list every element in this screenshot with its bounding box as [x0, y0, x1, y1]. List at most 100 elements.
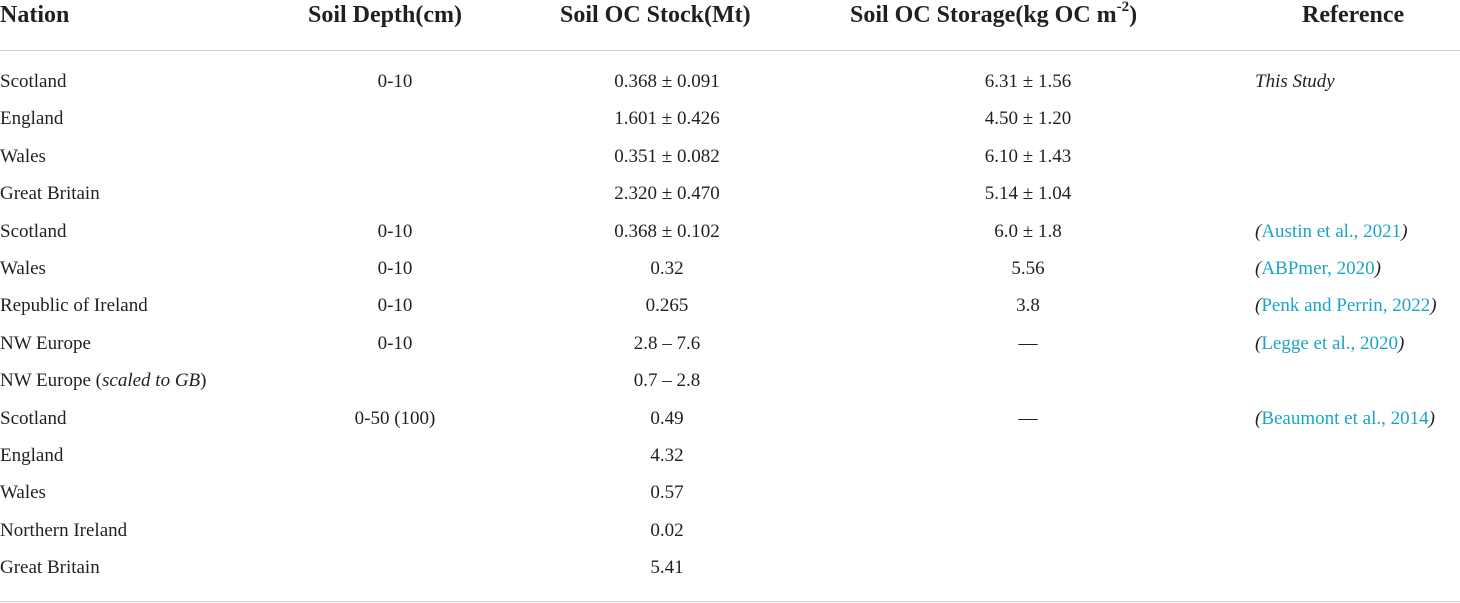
header-soil-depth: Soil Depth(cm) — [308, 2, 462, 28]
soil-depth-cell: 0-10 — [377, 220, 413, 242]
soil-oc-storage-cell: — — [1018, 332, 1038, 354]
soil-oc-storage-cell — [888, 437, 1168, 474]
reference-open-paren: ( — [1255, 220, 1262, 242]
table-row: Wales 0.57 — [0, 474, 1460, 511]
reference-open-paren: ( — [1255, 407, 1262, 429]
reference-citation-link[interactable]: Legge et al., 2020 — [1261, 332, 1398, 354]
reference-open-paren: ( — [1255, 332, 1262, 354]
soil-depth-cell: 0-50 (100) — [354, 407, 436, 429]
soil-oc-stock-cell: 0.49 — [650, 407, 684, 429]
soil-oc-stock-cell: 0.02 — [650, 519, 684, 541]
reference-close-paren: ) — [1430, 295, 1437, 317]
reference-text: This Study — [1255, 71, 1335, 92]
soil-depth-cell — [275, 437, 515, 474]
soil-oc-storage-cell: 5.14 ± 1.04 — [984, 183, 1072, 205]
soil-oc-stock-cell: 2.320 ± 0.470 — [614, 183, 720, 205]
header-storage-close: ) — [1129, 2, 1138, 28]
reference-close-paren: ) — [1428, 407, 1435, 429]
table-row: England 1.601 ± 0.426 4.50 ± 1.20 — [0, 100, 1460, 137]
reference-cell: (Austin et al., 2021) — [1255, 213, 1408, 250]
reference-open-paren: ( — [1255, 258, 1262, 279]
header-storage-text: Soil OC Storage(kg OC m — [850, 2, 1117, 28]
soil-oc-storage-cell — [888, 362, 1168, 399]
soil-oc-stock-cell: 0.351 ± 0.082 — [614, 145, 720, 167]
nation-cell: Scotland — [0, 407, 67, 429]
soil-depth-cell: 0-10 — [377, 332, 413, 354]
reference-open-paren: ( — [1255, 295, 1262, 317]
soil-depth-cell — [275, 512, 515, 549]
soil-oc-storage-cell: 6.31 ± 1.56 — [984, 71, 1072, 92]
soil-oc-stock-cell: 0.7 – 2.8 — [633, 370, 701, 392]
soil-oc-storage-cell — [888, 474, 1168, 511]
table-row: Great Britain 5.41 — [0, 549, 1460, 586]
nation-italic-text: scaled to GB — [102, 370, 201, 392]
reference-cell: (Penk and Perrin, 2022) — [1255, 287, 1437, 324]
reference-citation-link[interactable]: ABPmer, 2020 — [1261, 258, 1375, 279]
table-row: NW Europe (scaled to GB) 0.7 – 2.8 — [0, 362, 1460, 399]
table-row: Republic of Ireland 0-10 0.265 3.8 (Penk and… — [0, 287, 1460, 324]
soil-oc-storage-cell: 5.56 — [1011, 258, 1045, 279]
header-nation: Nation — [0, 2, 70, 28]
soil-oc-stock-cell: 2.8 – 7.6 — [633, 332, 701, 354]
soil-oc-stock-cell: 0.368 ± 0.091 — [614, 71, 720, 92]
nation-text: NW Europe ( — [0, 370, 103, 392]
table-row: Scotland 0-50 (100) 0.49 — (Beaumont et al.,… — [0, 400, 1460, 437]
soil-oc-stock-cell: 0.32 — [650, 258, 684, 279]
nation-cell: England — [0, 108, 64, 130]
nation-cell: Great Britain — [0, 183, 100, 205]
soil-oc-storage-cell: — — [1018, 407, 1038, 429]
nation-cell: NW Europe — [0, 332, 91, 354]
reference-close-paren: ) — [1397, 332, 1405, 354]
reference-citation-link[interactable]: Austin et al., 2021 — [1261, 220, 1402, 242]
soil-oc-stock-cell: 0.265 — [645, 295, 689, 317]
nation-cell: Wales — [0, 482, 46, 504]
table-row: Scotland 0-10 0.368 ± 0.091 6.31 ± 1.56 This… — [0, 63, 1460, 100]
soil-oc-stock-cell: 1.601 ± 0.426 — [614, 108, 720, 130]
table-row: Northern Ireland 0.02 — [0, 512, 1460, 549]
nation-cell: Scotland — [0, 220, 67, 242]
table-row: Scotland 0-10 0.368 ± 0.102 6.0 ± 1.8 (Austi… — [0, 213, 1460, 250]
reference-citation-link[interactable]: Penk and Perrin, 2022 — [1261, 295, 1431, 317]
soil-depth-cell — [275, 474, 515, 511]
table-row: Great Britain 2.320 ± 0.470 5.14 ± 1.04 — [0, 175, 1460, 212]
soil-depth-cell — [275, 362, 515, 399]
soil-depth-cell: 0-10 — [377, 295, 413, 317]
soil-oc-storage-cell: 4.50 ± 1.20 — [984, 108, 1072, 130]
soil-oc-storage-cell — [888, 549, 1168, 586]
soil-oc-storage-cell — [888, 512, 1168, 549]
soil-oc-stock-cell: 4.32 — [650, 445, 684, 466]
soil-oc-stock-cell: 5.41 — [650, 557, 684, 579]
soil-oc-stock-cell: 0.57 — [650, 482, 684, 504]
soil-depth-cell — [275, 175, 515, 212]
reference-cell: This Study — [1255, 63, 1335, 100]
soil-oc-storage-cell: 3.8 — [1016, 295, 1040, 317]
reference-close-paren: ) — [1401, 220, 1408, 242]
header-soil-oc-storage: Soil OC Storage(kg OC m-2) — [850, 0, 1137, 30]
soil-depth-cell — [275, 549, 515, 586]
reference-cell: (Legge et al., 2020) — [1255, 325, 1404, 362]
soil-oc-stock-cell: 0.368 ± 0.102 — [614, 220, 720, 242]
reference-citation-link[interactable]: Beaumont et al., 2014 — [1261, 407, 1429, 429]
reference-close-paren: ) — [1374, 258, 1381, 279]
reference-cell: (Beaumont et al., 2014) — [1255, 400, 1435, 437]
nation-tail-text: ) — [200, 370, 207, 392]
bottom-rule — [0, 601, 1460, 602]
nation-cell: Wales — [0, 145, 46, 167]
soil-depth-cell: 0-10 — [377, 258, 413, 279]
header-rule — [0, 50, 1460, 51]
soil-depth-cell — [275, 138, 515, 175]
soil-depth-cell: 0-10 — [377, 71, 413, 92]
header-soil-oc-stock: Soil OC Stock(Mt) — [560, 2, 751, 28]
header-reference: Reference — [1302, 2, 1405, 28]
reference-cell: (ABPmer, 2020) — [1255, 250, 1381, 287]
nation-cell: England — [0, 445, 64, 466]
nation-cell: Northern Ireland — [0, 519, 128, 541]
header-storage-superscript: -2 — [1116, 0, 1130, 15]
nation-cell: Wales — [0, 258, 46, 279]
nation-cell: Republic of Ireland — [0, 295, 148, 317]
table-row: NW Europe 0-10 2.8 – 7.6 — (Legge et al., 20… — [0, 325, 1460, 362]
table-row: England 4.32 — [0, 437, 1460, 474]
soil-depth-cell — [275, 100, 515, 137]
table-row: Wales 0.351 ± 0.082 6.10 ± 1.43 — [0, 138, 1460, 175]
nation-cell: Great Britain — [0, 557, 100, 579]
